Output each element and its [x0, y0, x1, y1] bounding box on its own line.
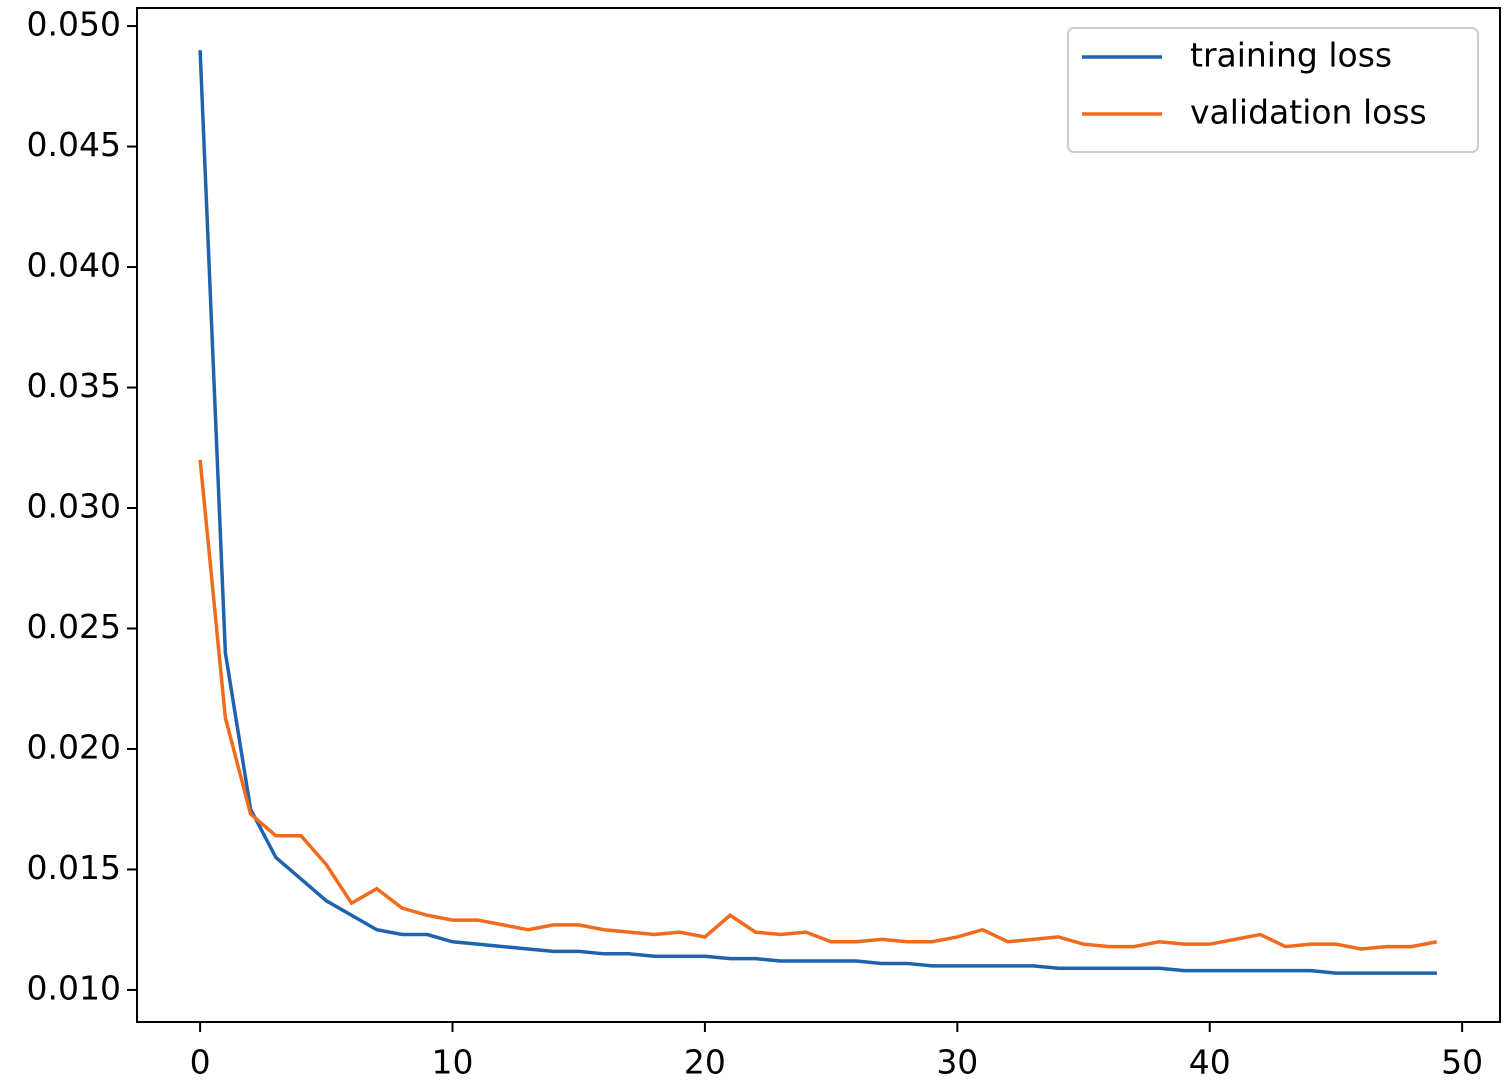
- x-tick-label: 50: [1441, 1043, 1483, 1082]
- x-tick-label: 10: [432, 1043, 474, 1082]
- plot-frame: [136, 7, 1501, 1023]
- legend-label: training loss: [1190, 36, 1392, 75]
- y-tick-label: 0.045: [27, 125, 121, 164]
- y-tick-label: 0.025: [27, 607, 121, 646]
- y-tick-label: 0.040: [27, 246, 121, 285]
- y-tick-label: 0.020: [27, 727, 121, 766]
- x-tick-label: 40: [1189, 1043, 1231, 1082]
- x-tick-label: 30: [936, 1043, 978, 1082]
- y-tick-label: 0.010: [27, 968, 121, 1007]
- legend-label: validation loss: [1190, 93, 1427, 132]
- y-tick-label: 0.015: [27, 848, 121, 887]
- series-line: [198, 459, 1438, 951]
- y-tick-label: 0.050: [27, 5, 121, 44]
- y-tick-label: 0.030: [27, 487, 121, 526]
- legend-box: [1067, 27, 1479, 153]
- y-tick-label: 0.035: [27, 366, 121, 405]
- x-tick-label: 20: [684, 1043, 726, 1082]
- x-tick-label: 0: [190, 1043, 211, 1082]
- series-line: [198, 50, 1437, 975]
